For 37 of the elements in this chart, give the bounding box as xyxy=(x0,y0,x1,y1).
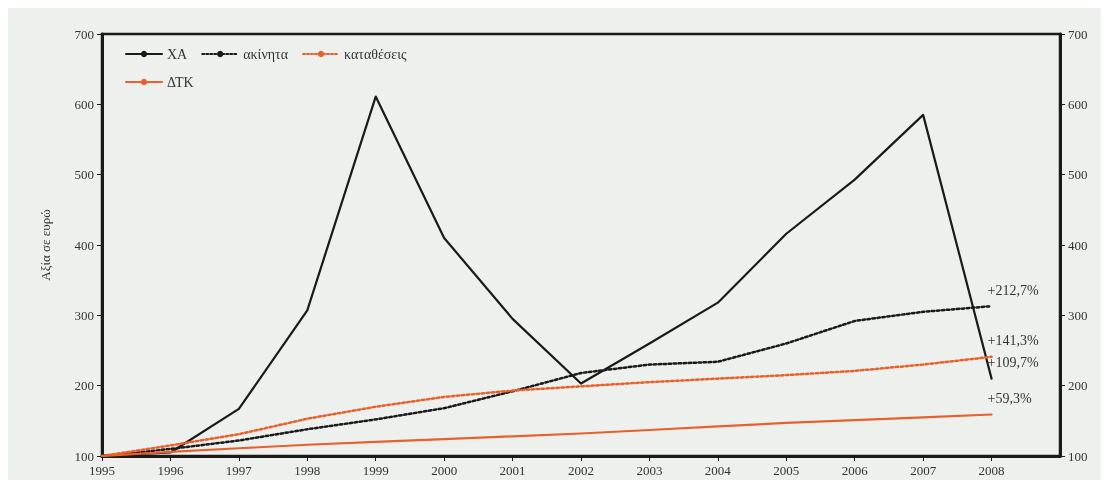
legend-label: ΧΑ xyxy=(167,46,189,62)
y-tick-label: 100 xyxy=(74,448,94,464)
annotation: +212,7% xyxy=(987,282,1039,298)
y-tick-label: 400 xyxy=(74,237,94,253)
x-tick-label: 2000 xyxy=(431,463,458,478)
annotation: +141,3% xyxy=(987,333,1039,349)
x-tick-label: 1997 xyxy=(225,463,253,478)
y2-tick-label: 700 xyxy=(1068,26,1088,42)
y-tick-label: 300 xyxy=(74,307,94,323)
x-tick-label: 2003 xyxy=(636,463,663,478)
x-tick-label: 1998 xyxy=(294,463,321,478)
x-tick-label: 2008 xyxy=(978,463,1005,478)
x-tick-label: 2002 xyxy=(568,463,594,478)
x-tick-label: 1996 xyxy=(157,463,184,478)
x-tick-label: 1999 xyxy=(362,463,389,478)
legend-label: ακίνητα xyxy=(243,46,289,62)
x-tick-label: 1995 xyxy=(89,463,115,478)
legend-label: ΔΤΚ xyxy=(167,74,194,90)
x-tick-label: 2006 xyxy=(841,463,869,478)
y-tick-label: 700 xyxy=(74,26,94,42)
x-tick-label: 2004 xyxy=(704,463,732,478)
y2-tick-label: 100 xyxy=(1068,448,1088,464)
annotation: +109,7% xyxy=(987,355,1039,371)
y-tick-label: 600 xyxy=(74,96,94,112)
annotation: +59,3% xyxy=(987,391,1032,406)
y2-tick-label: 500 xyxy=(1068,167,1088,183)
y-tick-label: 500 xyxy=(74,167,94,183)
y2-tick-label: 400 xyxy=(1068,237,1088,253)
y-tick-label: 200 xyxy=(74,378,94,394)
x-tick-label: 2005 xyxy=(773,463,800,478)
x-tick-label: 2001 xyxy=(499,463,526,478)
legend-label: καταθέσεις xyxy=(343,46,407,62)
y-axis-title: Αξία σε ευρώ xyxy=(38,208,53,281)
y2-tick-label: 300 xyxy=(1068,307,1088,323)
x-tick-label: 2007 xyxy=(910,463,937,478)
y2-tick-label: 200 xyxy=(1068,378,1088,394)
y2-tick-label: 600 xyxy=(1068,96,1088,112)
